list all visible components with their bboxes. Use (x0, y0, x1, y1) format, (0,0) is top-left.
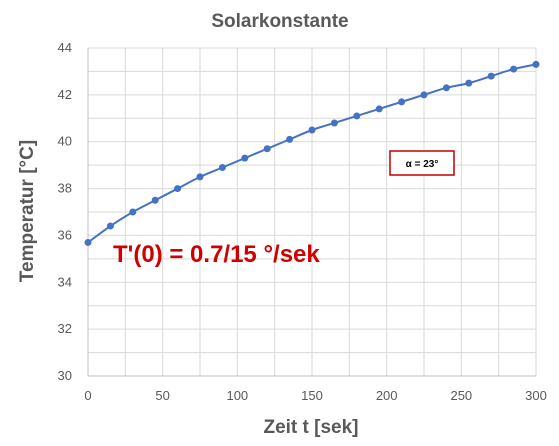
x-tick-label: 200 (376, 388, 398, 403)
y-tick-label: 42 (58, 87, 72, 102)
y-tick-label: 44 (58, 40, 72, 55)
x-tick-label: 0 (84, 388, 91, 403)
y-tick-label: 40 (58, 134, 72, 149)
data-point (442, 84, 450, 92)
angle-annotation: α = 23° (406, 159, 439, 170)
y-tick-label: 32 (58, 321, 72, 336)
y-tick-label: 38 (58, 181, 72, 196)
data-point (420, 91, 428, 99)
data-point (375, 105, 383, 113)
chart-title: Solarkonstante (211, 11, 348, 32)
data-point (487, 72, 495, 80)
x-tick-label: 250 (450, 388, 472, 403)
derivative-annotation: T'(0) = 0.7/15 °/sek (113, 241, 320, 268)
x-tick-label: 100 (226, 388, 248, 403)
series-layer (84, 60, 540, 246)
data-point (286, 135, 294, 143)
data-point (106, 222, 114, 230)
data-point (218, 163, 226, 171)
y-tick-label: 30 (58, 368, 72, 383)
x-axis-label: Zeit t [sek] (263, 417, 358, 438)
y-axis-label: Temperatur [°C] (17, 140, 38, 282)
data-point (196, 173, 204, 181)
data-point (465, 79, 473, 87)
tick-labels: 0 50 100 150 200 250 300 30 32 34 36 38 40 42 44 (58, 40, 547, 403)
data-point (510, 65, 518, 73)
data-point (241, 154, 249, 162)
data-point (129, 208, 137, 216)
data-point (532, 60, 540, 68)
data-point (330, 119, 338, 127)
data-point (353, 112, 361, 120)
y-tick-label: 34 (58, 274, 72, 289)
y-tick-label: 36 (58, 227, 72, 242)
angle-annotation-box (389, 150, 455, 176)
data-point (174, 185, 182, 193)
data-point (308, 126, 316, 134)
data-point (84, 238, 92, 246)
data-point (151, 196, 159, 204)
data-point (263, 145, 271, 153)
x-tick-label: 50 (155, 388, 169, 403)
x-tick-label: 150 (301, 388, 323, 403)
x-tick-label: 300 (525, 388, 547, 403)
data-point (398, 98, 406, 106)
grid (87, 47, 537, 377)
